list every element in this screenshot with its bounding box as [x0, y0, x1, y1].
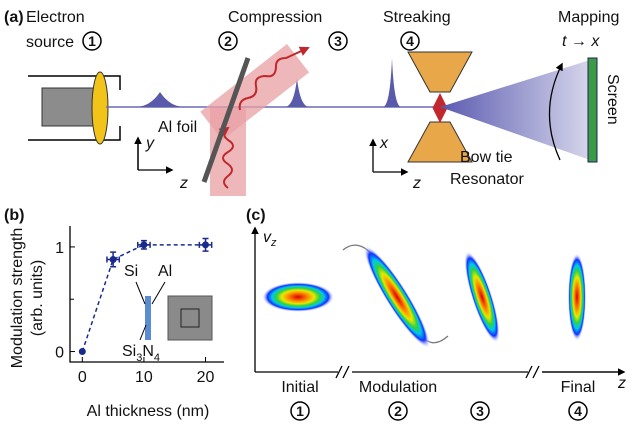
step: 2	[224, 33, 232, 49]
stage-label: Modulation	[359, 379, 437, 396]
label: source	[26, 34, 74, 51]
label: Mapping	[558, 9, 619, 26]
point	[79, 348, 86, 355]
inset-label: Si	[124, 263, 138, 280]
laser	[200, 44, 309, 140]
screen	[588, 58, 597, 162]
resonator	[408, 52, 472, 92]
chart: (b) Modulation strength (arb. units) Al …	[4, 207, 224, 420]
cathode	[92, 72, 108, 144]
phase-space	[458, 248, 507, 345]
step: 1	[296, 403, 304, 419]
step: 2	[394, 403, 402, 419]
panel-label: (a)	[4, 9, 24, 26]
y-tick-label: 1	[55, 240, 64, 257]
label: Streaking	[383, 9, 451, 26]
inset-label: 4	[154, 352, 160, 364]
y-label: (arb. units)	[29, 260, 46, 336]
inset-label: Si3N4	[122, 343, 160, 364]
point	[202, 241, 209, 248]
phase-space	[568, 253, 586, 341]
axis-label: z	[617, 375, 626, 392]
label: t → x	[562, 33, 600, 50]
y-tick-label: 0	[55, 345, 64, 362]
gun	[42, 88, 98, 126]
y-label: Modulation strength	[9, 228, 26, 369]
phase-space	[262, 282, 334, 312]
step: 4	[406, 33, 414, 49]
inset-label: Si	[122, 343, 136, 360]
x-tick-label: 0	[78, 369, 87, 386]
label: Electron	[26, 9, 85, 26]
axis-label: vz	[263, 229, 277, 249]
stage-label: Initial	[281, 379, 318, 396]
inset-chip	[168, 296, 212, 340]
label: Compression	[228, 9, 322, 26]
x-tick-label: 10	[135, 369, 153, 386]
figure: (a) Electron source Compression Streakin…	[0, 0, 633, 425]
label: Al foil	[158, 119, 197, 136]
label: y	[145, 135, 155, 152]
step: 1	[88, 33, 96, 49]
step-circles	[291, 402, 587, 420]
stage-label: Final	[561, 379, 596, 396]
step: 3	[476, 403, 484, 419]
point	[140, 241, 147, 248]
pointer	[152, 282, 165, 304]
step: 4	[574, 403, 582, 419]
step-circles	[83, 32, 419, 50]
label: →	[571, 33, 587, 50]
x-tick-label: 20	[197, 369, 215, 386]
panel-label: (c)	[246, 207, 266, 224]
label: x	[379, 135, 389, 152]
panel-label: (b)	[4, 207, 24, 224]
inset-label: Al	[158, 263, 172, 280]
label: x	[590, 33, 600, 50]
pulse	[135, 92, 185, 107]
axes	[138, 138, 172, 170]
inset-membrane	[145, 296, 151, 340]
pointer	[136, 282, 145, 304]
point	[110, 256, 117, 263]
label: Screen	[604, 74, 621, 125]
phase-space	[356, 240, 438, 353]
label: Bow tie	[460, 149, 513, 166]
label: t	[562, 33, 567, 50]
label: Resonator	[450, 171, 524, 188]
label: z	[179, 175, 188, 192]
axis-label: z	[270, 237, 277, 249]
step: 3	[334, 33, 342, 49]
label: z	[412, 175, 421, 192]
pulse	[383, 58, 401, 107]
x-label: Al thickness (nm)	[87, 403, 210, 420]
